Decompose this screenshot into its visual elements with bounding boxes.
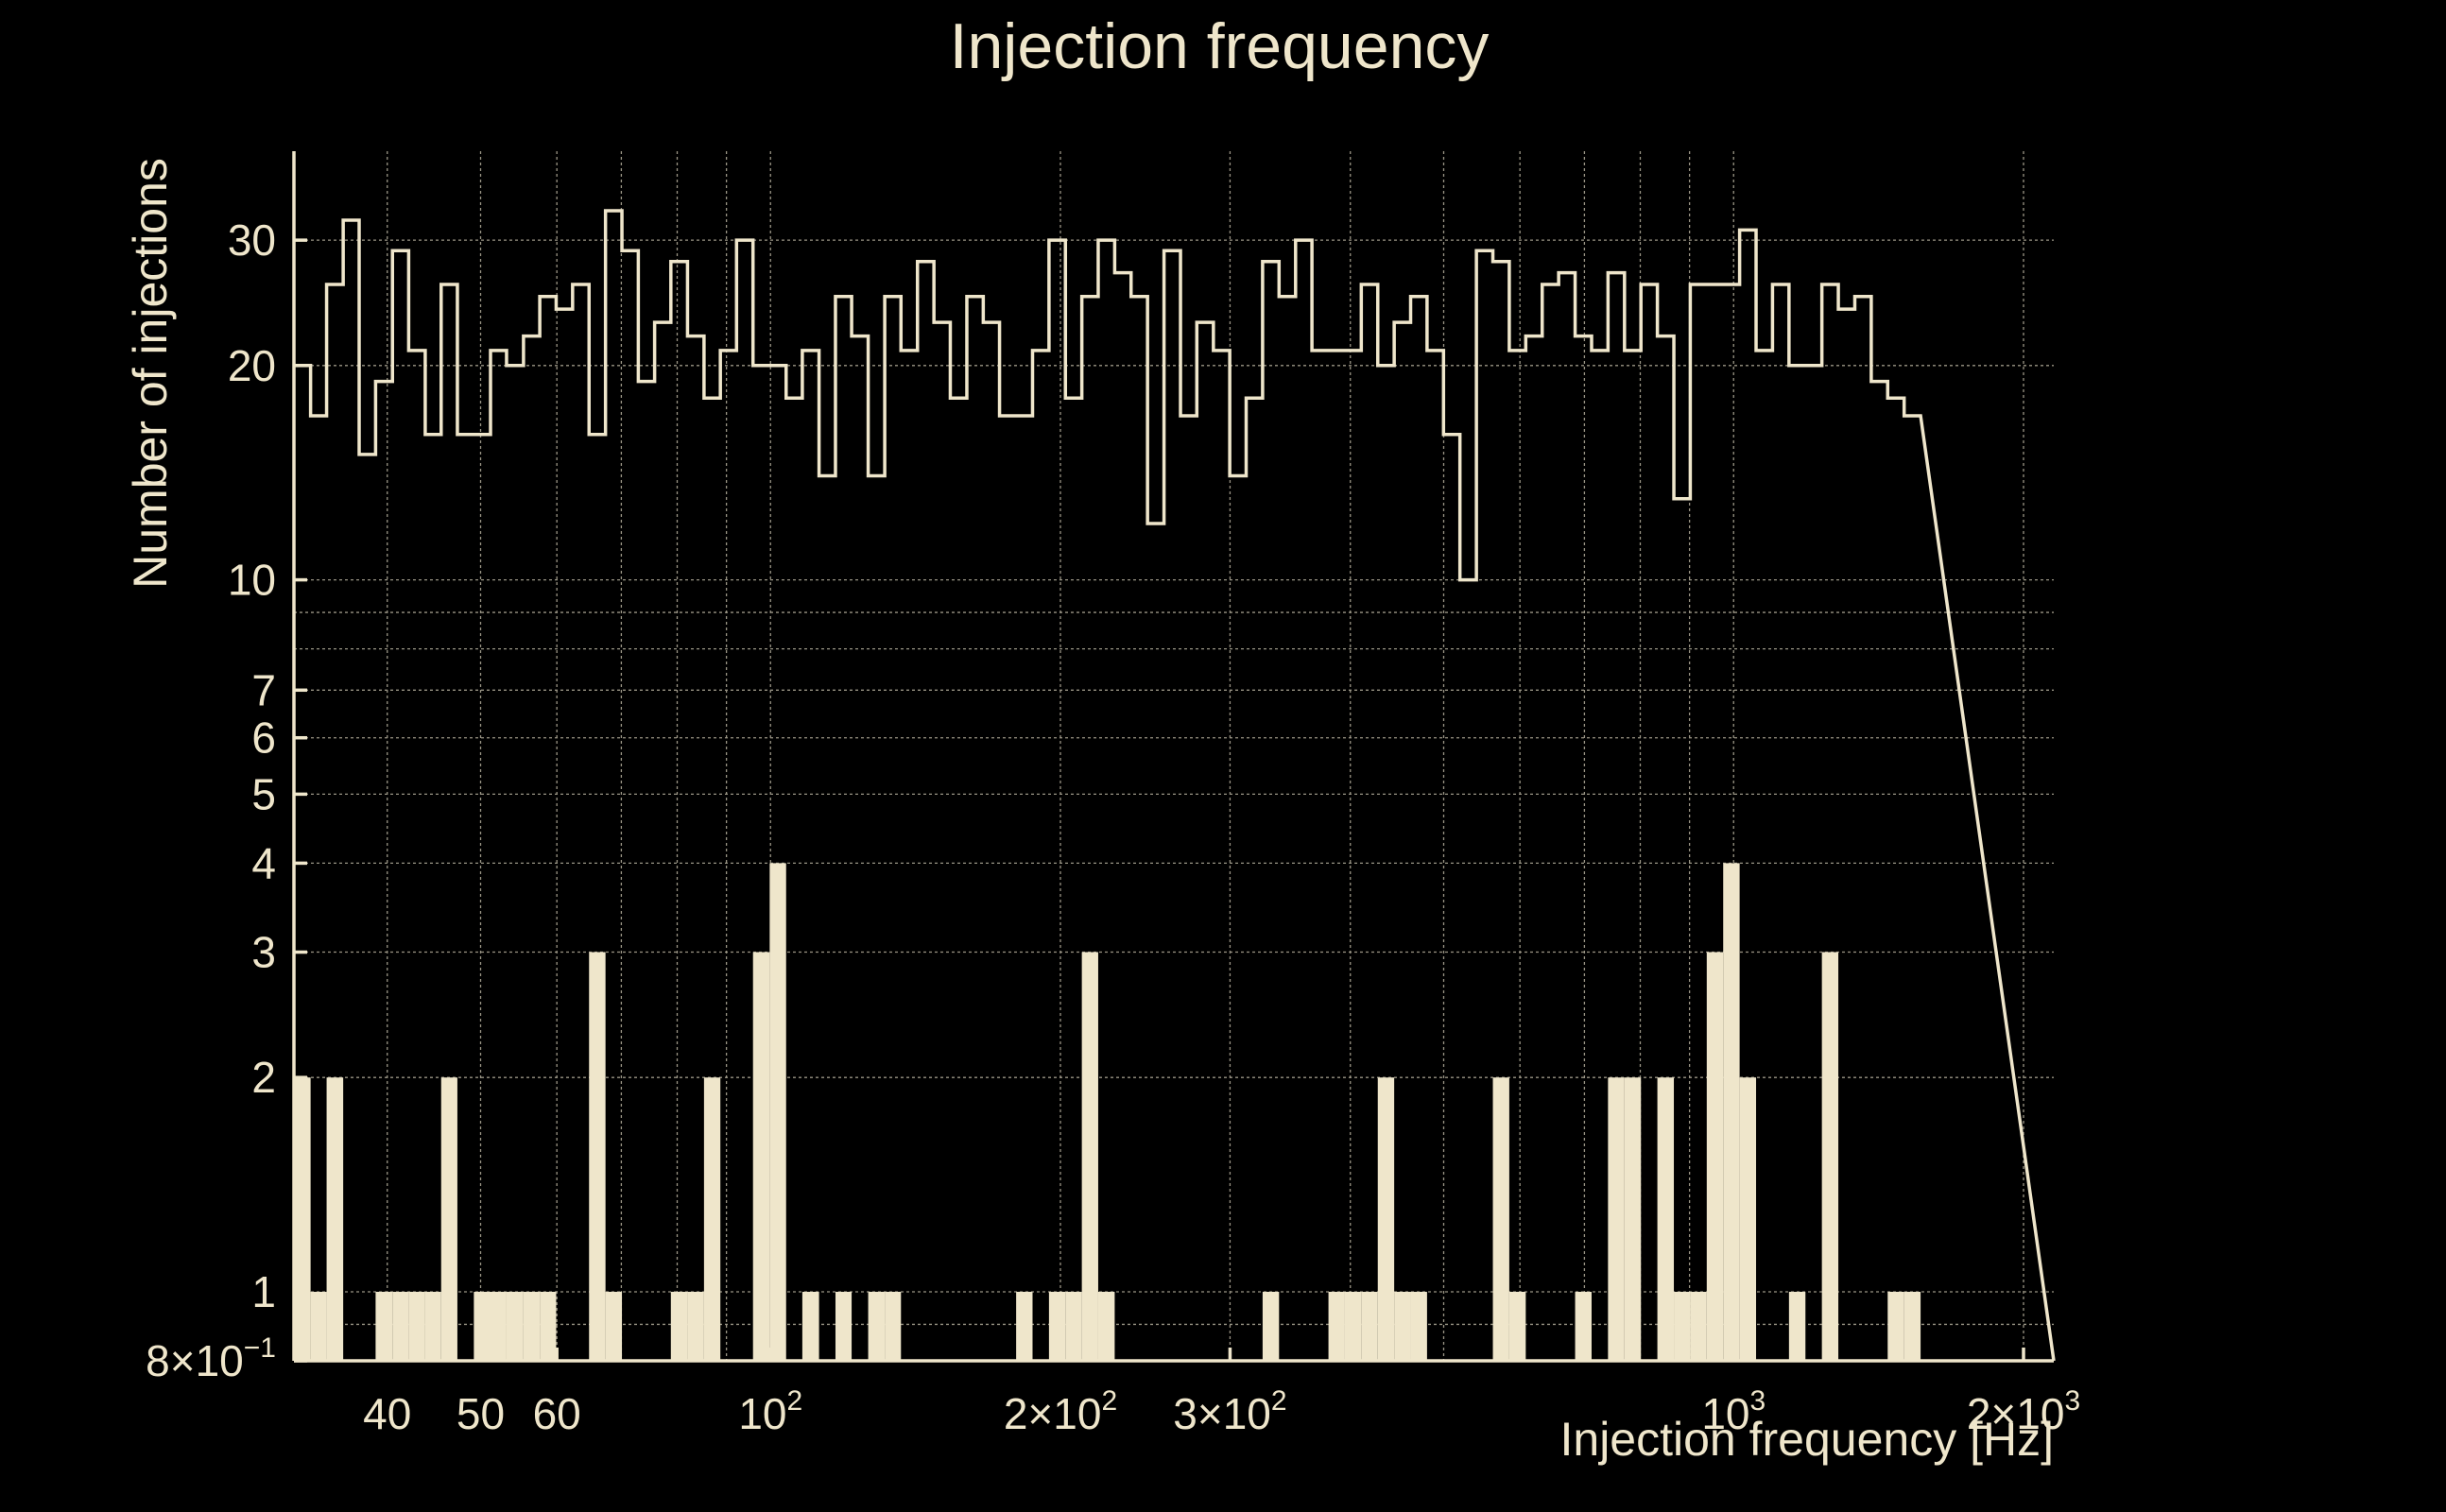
histogram-bar [1657,1077,1675,1361]
histogram-bar [769,863,786,1361]
y-tick-label: 4 [251,838,276,887]
histogram-bar [1377,1077,1395,1361]
y-tick-label: 8×10−1 [146,1332,276,1385]
y-axis-label: Number of injections [124,158,177,589]
histogram-bar [1690,1291,1707,1361]
histogram-bar [540,1291,557,1361]
y-tick-label: 10 [228,556,276,605]
y-tick-label: 30 [228,215,276,265]
histogram-bar [1048,1291,1066,1361]
histogram-bar [523,1291,541,1361]
histogram-bar [868,1291,886,1361]
histogram-bar [294,1077,311,1361]
x-tick-label: 102 [738,1385,802,1438]
histogram-bar [1723,863,1740,1361]
x-tick-labels: 40 50 60 102 2×102 3×102 103 2×103 [363,1348,2080,1438]
histogram-bar [687,1291,704,1361]
histogram-bar [310,1291,327,1361]
y-tick-label: 7 [251,665,276,714]
histogram-bar [1887,1291,1904,1361]
histogram-bar [752,952,770,1361]
histogram-bar [375,1291,393,1361]
histogram-bar [670,1291,688,1361]
x-tick-label: 103 [1701,1385,1766,1438]
x-tick-label: 2×103 [1967,1385,2080,1438]
x-tick-label: 40 [363,1389,411,1438]
x-tick-label: 50 [456,1389,505,1438]
histogram-bar [589,952,606,1361]
histogram-bar [1328,1291,1345,1361]
y-tick-label: 3 [251,928,276,977]
y-tick-label: 2 [251,1053,276,1102]
histogram-bar [1410,1291,1427,1361]
axes [292,151,2054,1363]
histogram-bar [1492,1077,1509,1361]
histogram-bar [1081,952,1098,1361]
histogram-bar [326,1077,344,1361]
histogram-bar [408,1291,425,1361]
histogram-bar [490,1291,507,1361]
histogram-bar [605,1291,623,1361]
histogram-bar [392,1291,409,1361]
histogram-bar [1624,1077,1642,1361]
histogram-bar [1674,1291,1691,1361]
histogram-bar [1903,1291,1921,1361]
histogram-bar [1394,1291,1411,1361]
histogram-bar [1608,1077,1625,1361]
histogram-bar [424,1291,441,1361]
histogram-bar [506,1291,524,1361]
histogram-bar [1508,1291,1526,1361]
histogram-bar [1739,1077,1757,1361]
histogram-bar [1097,1291,1115,1361]
histogram-bar [885,1291,902,1361]
y-tick-label: 6 [251,713,276,763]
histogram-bar [440,1077,457,1361]
histogram-bar [1788,1291,1806,1361]
chart-title: Injection frequency [950,10,1490,82]
histogram-bar [1344,1291,1362,1361]
x-axis-label: Injection frequency [Hz] [1560,1413,2055,1466]
grid-lines [294,151,2054,1361]
histogram-bar [1065,1291,1082,1361]
x-tick-label: 2×102 [1004,1385,1117,1438]
filled-histogram [294,863,1921,1361]
histogram-bar [1262,1291,1280,1361]
y-tick-label: 20 [228,341,276,390]
histogram-bar [1706,952,1724,1361]
histogram-bar [1016,1291,1033,1361]
y-tick-label: 5 [251,769,276,818]
histogram-bar [703,1077,721,1361]
x-tick-label: 60 [533,1389,581,1438]
histogram-bar [474,1291,491,1361]
histogram-bar [801,1291,819,1361]
outline-histogram [294,209,2056,1362]
histogram-bar [835,1291,853,1361]
histogram-bar [1361,1291,1378,1361]
x-tick-label: 3×102 [1173,1385,1286,1438]
histogram-bar [1575,1291,1592,1361]
histogram-bar [1821,952,1839,1361]
y-tick-label: 1 [251,1267,276,1316]
y-tick-labels: 8×10−1 1 2 3 4 5 67 10 20 30 [146,215,307,1385]
